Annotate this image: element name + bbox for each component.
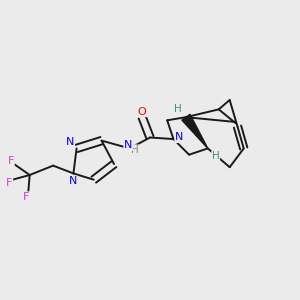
Text: N: N bbox=[124, 140, 132, 150]
Text: F: F bbox=[23, 192, 30, 202]
Polygon shape bbox=[182, 114, 208, 148]
Text: N: N bbox=[69, 176, 78, 186]
Text: F: F bbox=[6, 178, 13, 188]
Text: H: H bbox=[130, 145, 138, 155]
Text: H: H bbox=[174, 104, 182, 114]
Text: N: N bbox=[66, 137, 74, 147]
Text: N: N bbox=[175, 133, 183, 142]
Text: F: F bbox=[8, 156, 14, 166]
Text: H: H bbox=[212, 151, 220, 161]
Text: O: O bbox=[138, 106, 147, 117]
